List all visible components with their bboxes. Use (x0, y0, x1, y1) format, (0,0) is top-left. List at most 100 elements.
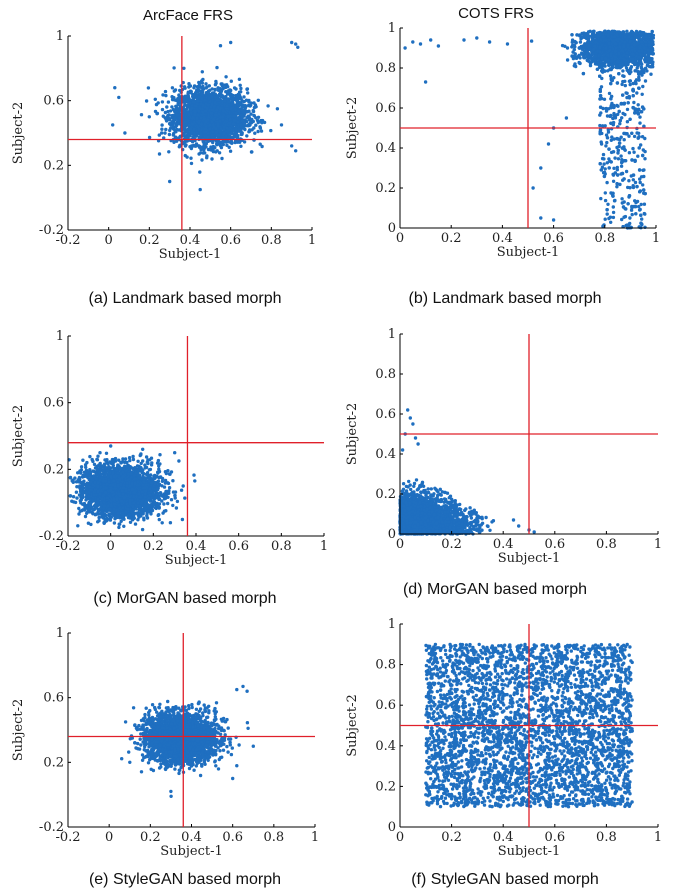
data-point (636, 103, 640, 107)
data-point (190, 122, 195, 126)
x-tick-label: 0.2 (139, 233, 160, 248)
data-point (232, 118, 237, 123)
data-point (616, 148, 620, 153)
data-point (595, 67, 600, 72)
data-point (601, 224, 605, 228)
data-point (260, 121, 264, 125)
data-point (160, 127, 164, 131)
data-point (186, 90, 190, 94)
data-point (625, 91, 629, 96)
data-point (213, 113, 218, 117)
data-point (619, 154, 623, 158)
data-point (201, 139, 205, 144)
data-point (222, 131, 226, 136)
data-point (144, 99, 149, 103)
data-point (242, 95, 246, 99)
data-point (616, 104, 620, 108)
data-point (216, 133, 221, 137)
data-point (200, 96, 204, 101)
y-tick-label: 0.2 (43, 158, 64, 173)
data-point (217, 98, 221, 102)
data-point (170, 105, 174, 109)
data-point (225, 104, 229, 108)
data-point (616, 173, 620, 177)
data-point (226, 114, 231, 119)
data-point (603, 198, 608, 203)
data-point (214, 79, 218, 84)
data-point (172, 96, 176, 100)
data-point (238, 140, 242, 144)
data-point (229, 141, 233, 145)
data-point (637, 208, 642, 212)
data-point (139, 113, 144, 117)
data-point (206, 135, 210, 139)
data-point (631, 173, 636, 177)
data-point (641, 183, 645, 187)
data-point (588, 63, 593, 68)
data-point (637, 131, 641, 135)
data-point (218, 129, 222, 134)
data-point (225, 143, 229, 147)
data-point (194, 142, 199, 146)
data-point (636, 111, 640, 115)
data-point (598, 105, 603, 109)
data-point (214, 108, 219, 113)
data-point (199, 116, 203, 120)
data-point (627, 70, 631, 74)
data-point (249, 103, 253, 107)
data-point (572, 47, 576, 52)
data-point (182, 97, 186, 102)
data-point (187, 123, 192, 127)
data-point (172, 89, 176, 93)
data-point (633, 180, 638, 185)
data-point (231, 93, 235, 98)
data-point (183, 144, 188, 148)
data-point (198, 85, 203, 89)
data-point (228, 149, 233, 153)
data-point (199, 134, 203, 138)
data-point (635, 91, 639, 95)
data-point (190, 144, 194, 149)
data-point (611, 205, 615, 209)
data-point (586, 38, 590, 42)
data-point (619, 102, 623, 106)
data-point (632, 100, 636, 105)
data-point (622, 177, 626, 181)
data-point (211, 117, 216, 122)
data-point (201, 104, 205, 108)
data-point (208, 88, 212, 93)
data-point (205, 156, 209, 160)
data-point (167, 150, 171, 154)
data-point (621, 74, 625, 78)
data-point (229, 79, 233, 83)
data-point (290, 144, 294, 148)
data-point (221, 140, 225, 144)
x-tick-label: 0.6 (220, 233, 241, 248)
data-point (123, 131, 127, 135)
data-point (642, 188, 646, 192)
data-point (211, 130, 215, 134)
data-point (638, 190, 642, 194)
data-point (615, 182, 619, 186)
data-point (248, 121, 252, 125)
data-point (198, 187, 202, 192)
data-point (578, 40, 583, 44)
data-point (258, 142, 262, 146)
data-point (182, 66, 186, 71)
data-point (168, 121, 172, 126)
data-point (639, 110, 643, 114)
data-point (117, 95, 121, 100)
data-point (638, 115, 642, 119)
data-point (213, 101, 217, 105)
data-point (183, 94, 187, 99)
data-point (633, 111, 637, 115)
data-point (598, 63, 603, 68)
data-point (611, 65, 615, 70)
data-point (637, 146, 641, 150)
data-point (167, 132, 172, 137)
y-tick-label: 1 (56, 29, 64, 44)
data-point (631, 178, 635, 182)
data-point (582, 34, 586, 38)
scatter-plot-b: 0 0.2 0.4 0.6 0.8 100.20.40.60.81Subject-1Sub… (345, 21, 660, 260)
data-point (611, 215, 616, 220)
